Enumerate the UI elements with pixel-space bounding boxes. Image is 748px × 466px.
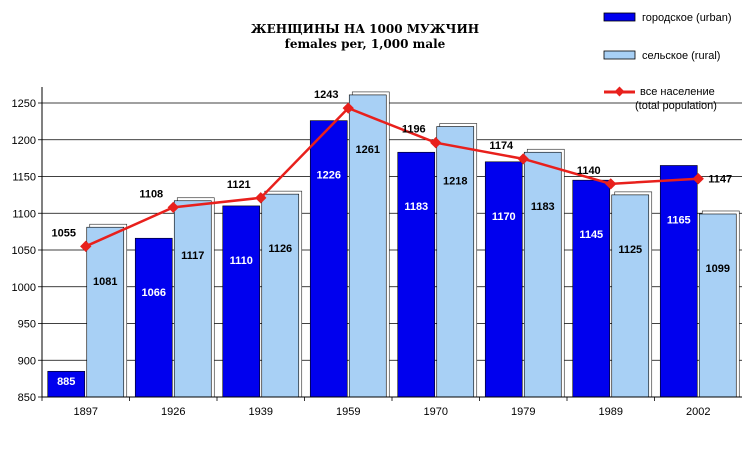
bar-rural	[348, 94, 387, 398]
bar-rural	[523, 151, 562, 398]
bars	[47, 91, 740, 398]
bar-label-urban: 1226	[317, 170, 341, 182]
total-point	[255, 192, 267, 204]
y-tick-label: 1100	[12, 208, 36, 220]
total-point	[517, 153, 529, 165]
y-tick-label: 1150	[12, 172, 36, 184]
y-tick-label: 1050	[12, 245, 36, 257]
bar-rural	[86, 226, 125, 398]
data-labels: 885 1081 1066 1117 1110 1126 1226 1261 1183 1218 1…	[52, 89, 733, 388]
bar-label-rural: 1125	[618, 244, 642, 256]
x-tick-label: 1970	[424, 406, 448, 418]
total-point	[167, 201, 179, 214]
total-point-label: 1140	[577, 165, 601, 177]
x-tick-label: 1897	[74, 406, 98, 418]
x-tick-label: 1989	[599, 406, 623, 418]
bar-urban	[484, 161, 523, 398]
y-tick-label: 900	[18, 355, 36, 367]
total-point	[430, 137, 442, 149]
total-point-label: 1174	[489, 140, 514, 152]
bar-rural	[611, 194, 650, 398]
bar-label-urban: 1183	[404, 201, 428, 213]
x-tick-label: 2002	[686, 406, 710, 418]
x-tick-label: 1979	[511, 406, 535, 418]
legend-swatch-rural	[603, 50, 636, 60]
bar-urban	[659, 165, 698, 398]
bar-label-urban: 1165	[667, 214, 691, 226]
y-tick-label: 1200	[12, 135, 36, 147]
total-line-path	[85, 106, 699, 248]
total-point-label: 1243	[314, 89, 338, 101]
bar-urban	[134, 237, 173, 398]
total-point-label: 1147	[708, 174, 732, 186]
bar-urban	[397, 151, 436, 398]
axes: 850 900 950 1000 1050 1100 1150 1200 1250 1897 192…	[12, 87, 742, 418]
legend-marker-total	[614, 86, 625, 97]
bar-label-urban: 1170	[492, 211, 516, 223]
y-tick-label: 850	[18, 392, 36, 404]
total-line	[80, 102, 704, 252]
legend-label-total-line2: (total population)	[635, 100, 717, 112]
chart-title-block: ЖЕНЩИНЫ НА 1000 МУЖЧИН females per, 1,00…	[215, 22, 515, 52]
bar-urban	[47, 370, 86, 398]
bar-label-urban: 1145	[579, 229, 603, 241]
chart-subtitle: females per, 1,000 male	[284, 37, 446, 51]
legend-swatch-urban	[603, 12, 636, 22]
bar-label-urban: 1066	[142, 287, 166, 299]
bar-urban	[309, 120, 348, 398]
y-tick-label: 1250	[12, 98, 36, 110]
bar-label-rural: 1183	[531, 201, 555, 213]
bar-urban	[222, 205, 261, 398]
total-point-label: 1196	[402, 124, 426, 136]
x-tick-label: 1939	[249, 406, 273, 418]
legend: городское (urban) сельское (rural) все н…	[603, 12, 732, 112]
total-point-label: 1121	[227, 179, 251, 191]
total-point	[605, 178, 617, 190]
legend-label-total-line1: все население	[640, 86, 715, 98]
bar-rural	[698, 213, 737, 398]
bar-label-urban: 1110	[230, 255, 253, 267]
bar-label-rural: 1218	[443, 176, 467, 188]
y-tick-label: 1000	[12, 282, 36, 294]
bar-label-rural: 1261	[356, 144, 380, 156]
bar-rural	[173, 200, 212, 398]
y-tick-label: 950	[18, 319, 36, 331]
total-point-label: 1108	[139, 188, 163, 200]
bar-label-rural: 1081	[93, 276, 117, 288]
legend-label-rural: сельское (rural)	[642, 50, 720, 62]
x-tick-label: 1926	[161, 406, 185, 418]
bar-label-rural: 1126	[268, 243, 292, 255]
bar-rural	[261, 193, 300, 398]
x-tick-label: 1959	[336, 406, 360, 418]
total-point	[692, 173, 704, 185]
total-point-label: 1055	[52, 227, 76, 239]
bar-label-urban: 885	[57, 376, 75, 388]
bar-rural	[436, 126, 475, 398]
bar-label-rural: 1117	[181, 250, 204, 262]
legend-label-urban: городское (urban)	[642, 12, 732, 24]
chart-title: ЖЕНЩИНЫ НА 1000 МУЖЧИН	[250, 22, 480, 36]
bar-urban	[572, 179, 611, 398]
bar-label-rural: 1099	[706, 263, 730, 275]
